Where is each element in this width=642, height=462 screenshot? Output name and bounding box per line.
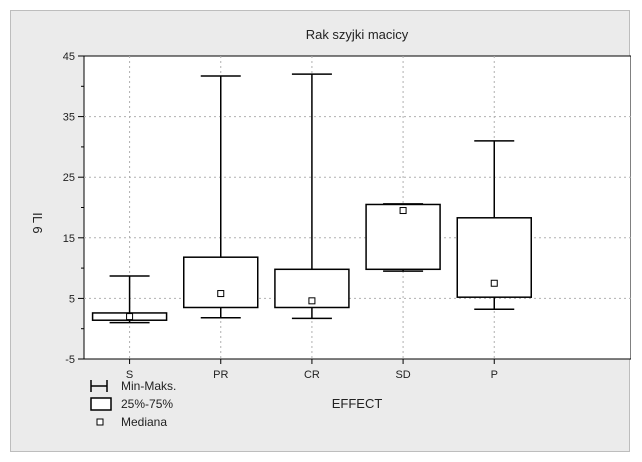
y-tick-label: 15 <box>63 233 75 245</box>
legend-box-icon <box>90 397 112 411</box>
median-marker <box>217 290 225 298</box>
boxplot-chart: Rak szyjki macicy -5 5 15 25 35 45 S PR CR SD P EF… <box>30 27 632 429</box>
chart-frame: Rak szyjki macicy -5 5 15 25 35 45 S PR CR SD P EF… <box>10 10 632 452</box>
y-tick-label: 35 <box>63 112 75 124</box>
legend-item: 25%-75% <box>90 397 173 411</box>
x-tick-label: PR <box>213 369 228 381</box>
iqr-box <box>365 203 441 271</box>
median-marker <box>126 313 134 321</box>
chart-title: Rak szyjki macicy <box>306 27 409 42</box>
x-axis-label: EFFECT <box>332 396 383 411</box>
x-tick-label: SD <box>395 369 410 381</box>
box-s <box>91 275 168 324</box>
x-tick-label: S <box>126 369 133 381</box>
box-p <box>456 140 532 311</box>
y-tick-label: 25 <box>63 172 75 184</box>
plot-area <box>83 55 632 360</box>
box-pr <box>183 75 259 319</box>
median-marker <box>490 279 498 287</box>
legend-label: 25%-75% <box>121 397 173 411</box>
y-tick-label: -5 <box>65 354 75 366</box>
legend-median-icon <box>96 418 104 426</box>
legend: Min-Maks. 25%-75% Mediana <box>90 379 176 429</box>
legend-label: Mediana <box>121 415 167 429</box>
x-tick-label: CR <box>304 369 320 381</box>
y-axis-label: IL 6 <box>30 212 45 233</box>
y-tick-label: 45 <box>63 51 75 63</box>
x-tick-label: P <box>491 369 498 381</box>
box-cr <box>274 73 350 320</box>
median-marker <box>399 207 407 215</box>
iqr-box <box>274 268 350 309</box>
box-sd <box>365 203 441 272</box>
y-tick-label: 5 <box>69 293 75 305</box>
median-marker <box>308 297 316 305</box>
iqr-box <box>183 256 259 309</box>
legend-item: Mediana <box>96 415 167 429</box>
legend-label: Min-Maks. <box>121 379 176 393</box>
legend-item: Min-Maks. <box>90 379 176 393</box>
